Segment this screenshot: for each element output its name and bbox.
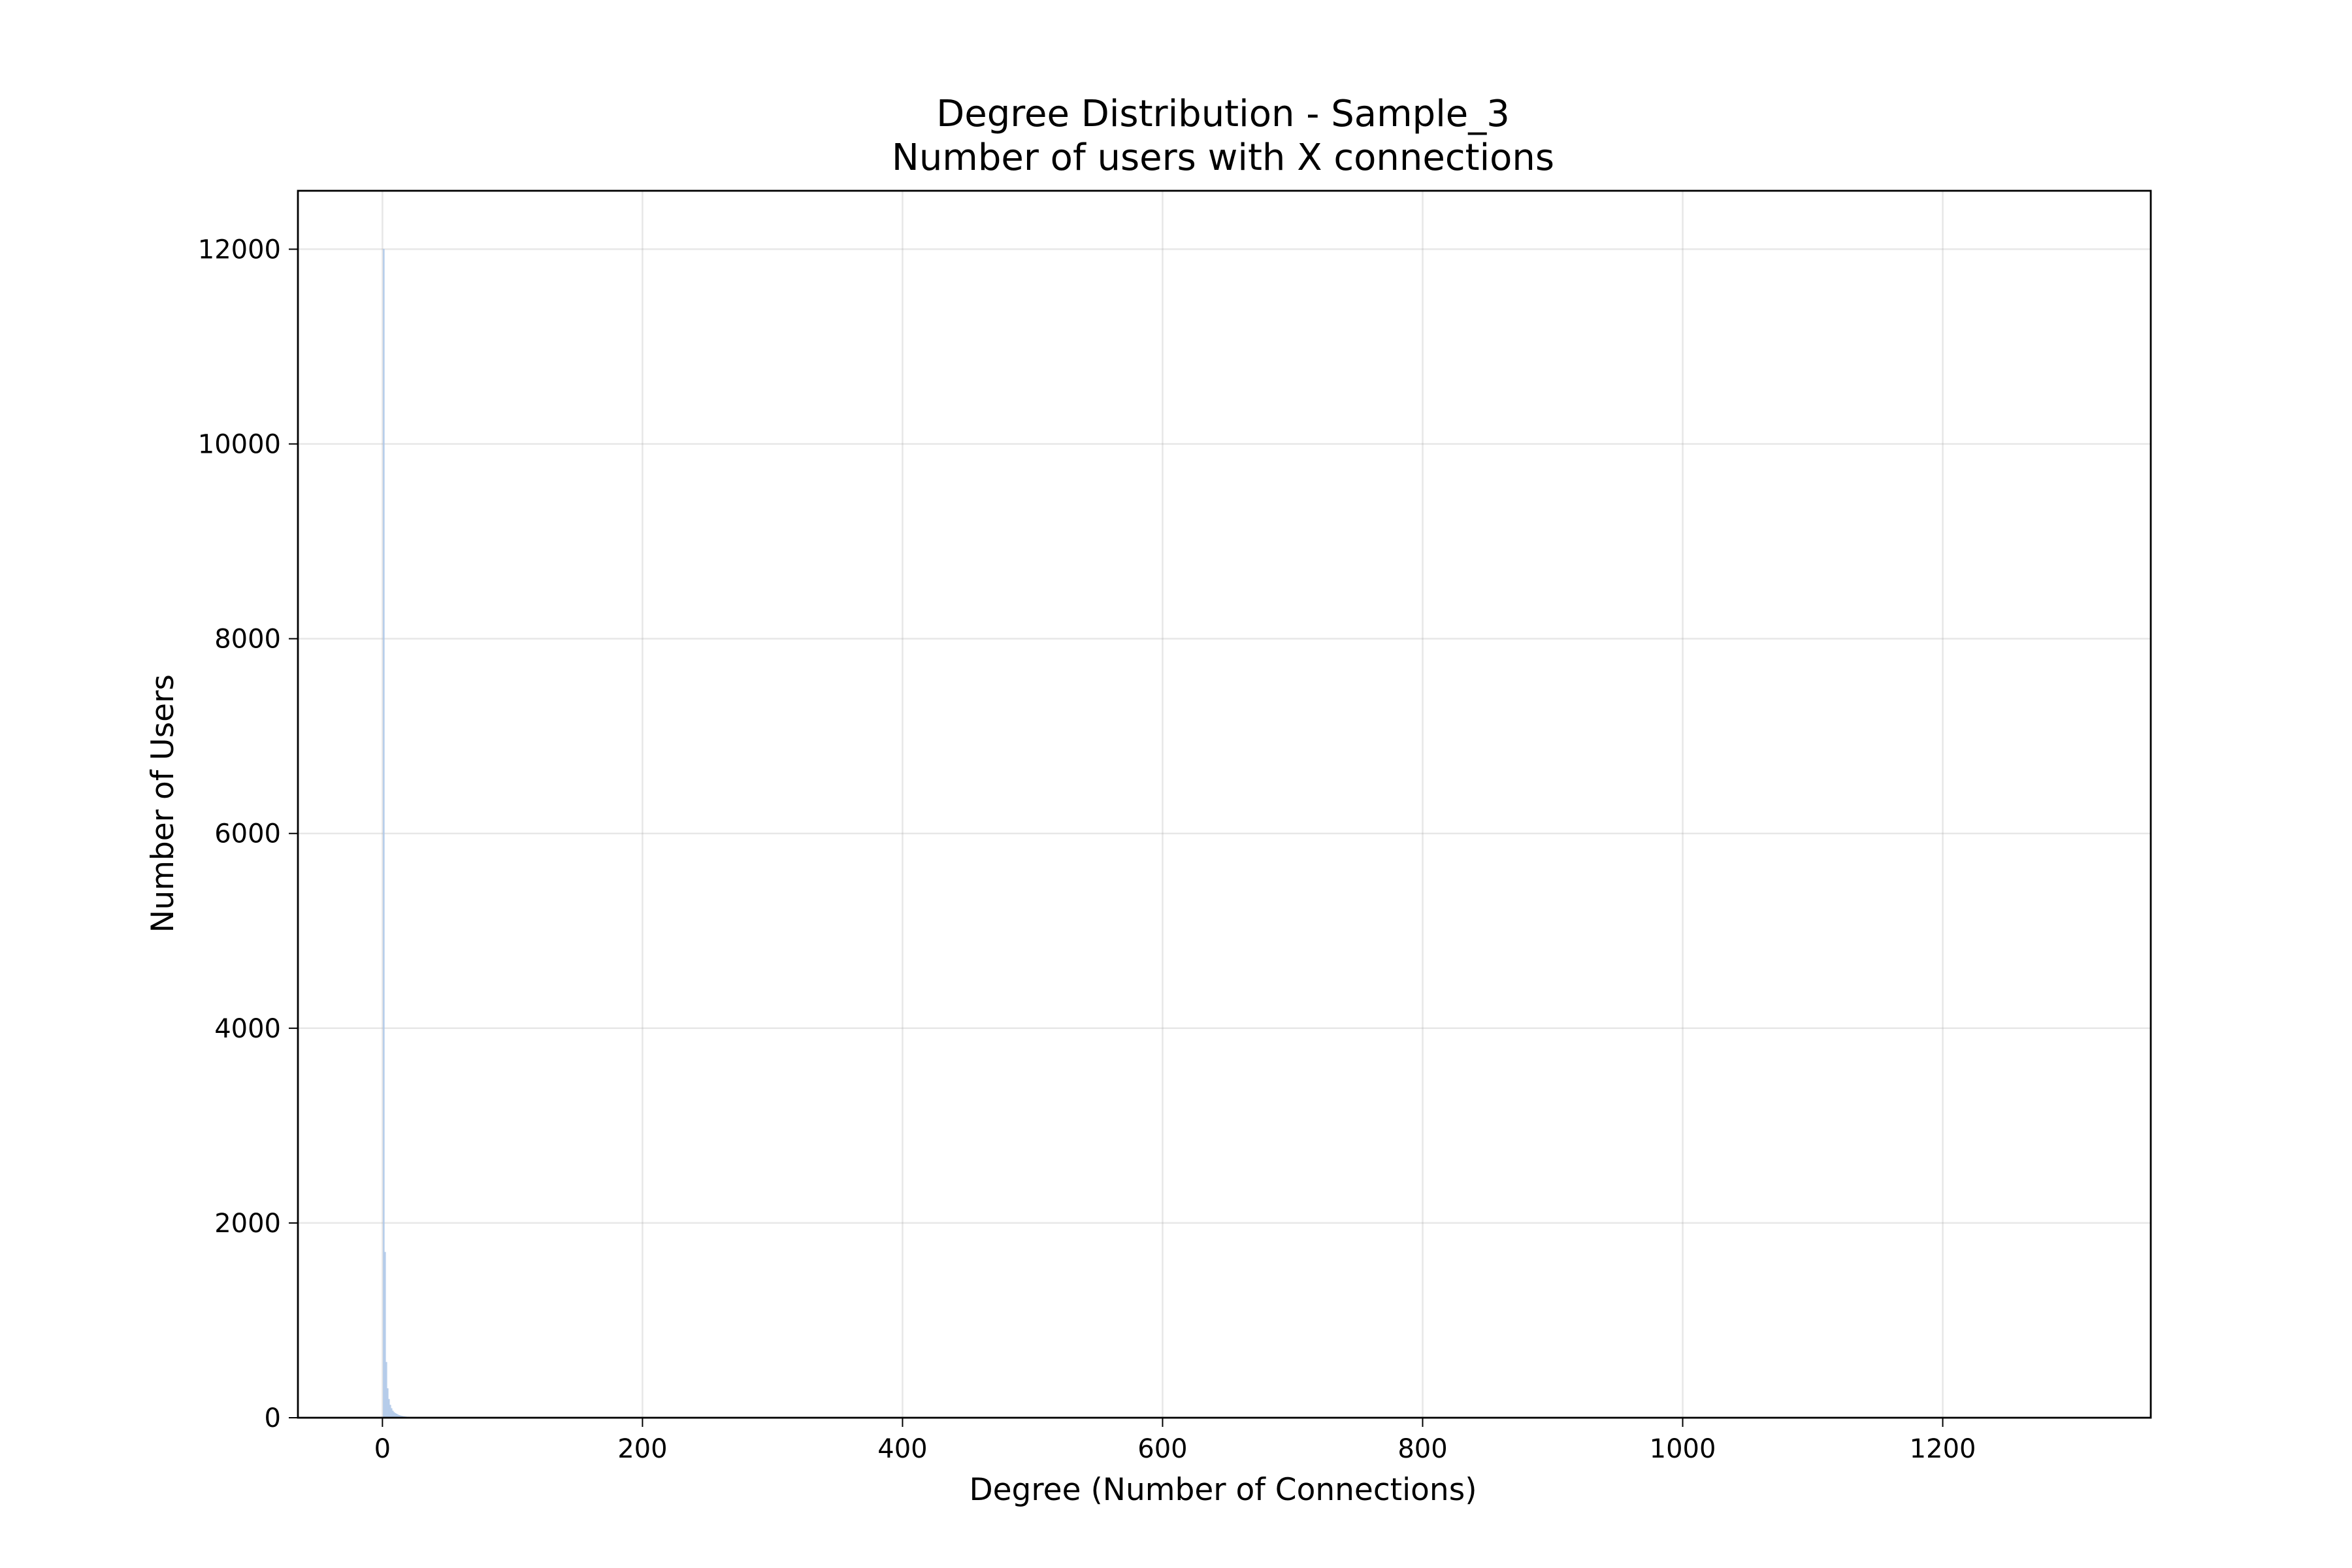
plot-frame: [297, 189, 2152, 1419]
y-tick-label: 4000: [214, 1014, 281, 1044]
chart-title: Degree Distribution - Sample_3: [936, 93, 1510, 135]
x-tick-label: 400: [877, 1434, 927, 1464]
x-tick-label: 800: [1397, 1434, 1447, 1464]
histogram-bar: [391, 1408, 393, 1418]
y-axis-label: Number of Users: [145, 674, 181, 933]
chart-subtitle: Number of users with X connections: [892, 137, 1554, 179]
x-tick-label: 600: [1137, 1434, 1187, 1464]
histogram-bar: [385, 1362, 387, 1418]
y-tick-label: 6000: [214, 819, 281, 849]
histogram-bar: [387, 1388, 389, 1418]
x-tick-label: 1200: [1910, 1434, 1976, 1464]
x-axis-label: Degree (Number of Connections): [969, 1472, 1477, 1508]
histogram-bar: [392, 1411, 394, 1418]
y-tick-label: 0: [265, 1403, 281, 1433]
histogram-bar: [384, 1252, 386, 1418]
y-axis-ticks: 0 2000 4000 6000 8000 10000 12000: [198, 235, 298, 1433]
y-tick-label: 12000: [198, 235, 281, 265]
x-tick-label: 1000: [1650, 1434, 1716, 1464]
x-tick-label: 200: [617, 1434, 667, 1464]
y-tick-label: 10000: [198, 430, 281, 460]
histogram-bar: [388, 1399, 390, 1418]
histogram-bar: [389, 1405, 391, 1418]
y-tick-label: 8000: [214, 625, 281, 655]
x-tick-label: 0: [374, 1434, 391, 1464]
x-axis-ticks: 0 200 400 600 800 1000 1200: [374, 1418, 1976, 1464]
grid-lines: [298, 191, 2151, 1419]
y-tick-label: 2000: [214, 1209, 281, 1239]
histogram-bar: [383, 249, 385, 1418]
